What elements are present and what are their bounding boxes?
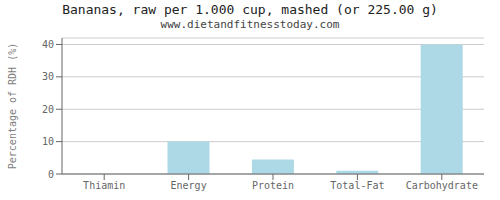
svg-text:Thiamin: Thiamin [83, 180, 125, 191]
svg-text:10: 10 [42, 136, 54, 147]
svg-text:Energy: Energy [171, 180, 207, 191]
svg-text:0: 0 [48, 169, 54, 180]
html-text:Bananas, raw per 1.000 cup, ma: Bananas, raw per 1.000 cup, mashed (or 2… [62, 2, 438, 17]
svg-text:Protein: Protein [252, 180, 294, 191]
svg-text:Total-Fat: Total-Fat [330, 180, 384, 191]
html-text:www.dietandfitnesstoday.com: www.dietandfitnesstoday.com [160, 18, 340, 31]
svg-text:Percentage of RDH (%): Percentage of RDH (%) [8, 43, 18, 169]
svg-text:Carbohydrate: Carbohydrate [406, 180, 478, 191]
svg-text:20: 20 [42, 104, 54, 115]
svg-text:40: 40 [42, 39, 54, 50]
svg-text:30: 30 [42, 71, 54, 82]
